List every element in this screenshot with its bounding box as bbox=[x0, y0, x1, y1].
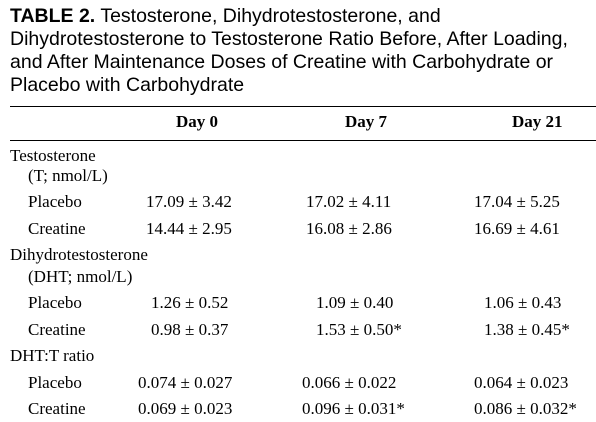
table-cell: 0.064 ± 0.023 bbox=[474, 373, 569, 392]
table-cell: 0.096 ± 0.031* bbox=[302, 399, 405, 418]
row-label-placebo: Placebo bbox=[28, 293, 82, 312]
table-cell: 0.074 ± 0.027 bbox=[138, 373, 233, 392]
table-cell: 17.04 ± 5.25 bbox=[474, 192, 560, 211]
table-cell: 16.08 ± 2.86 bbox=[306, 219, 392, 238]
column-header-day-21: Day 21 bbox=[512, 112, 563, 131]
column-header-day-7: Day 7 bbox=[345, 112, 388, 131]
table-top-rule bbox=[10, 106, 596, 107]
table-cell: 1.53 ± 0.50* bbox=[316, 320, 402, 339]
section-units-testosterone: (T; nmol/L) bbox=[28, 166, 108, 185]
table-cell: 14.44 ± 2.95 bbox=[146, 219, 232, 238]
table-caption: TABLE 2. Testosterone, Dihydrotestostero… bbox=[10, 5, 590, 97]
table-cell: 1.26 ± 0.52 bbox=[151, 293, 229, 312]
row-label-placebo: Placebo bbox=[28, 192, 82, 211]
table-cell: 16.69 ± 4.61 bbox=[474, 219, 560, 238]
column-header-day-0: Day 0 bbox=[176, 112, 219, 131]
table-cell: 0.086 ± 0.032* bbox=[474, 399, 577, 418]
table-cell: 1.38 ± 0.45* bbox=[484, 320, 570, 339]
table-cell: 0.98 ± 0.37 bbox=[151, 320, 229, 339]
table-cell: 0.066 ± 0.022 bbox=[302, 373, 397, 392]
table-title: Testosterone, Dihydrotestosterone, and D… bbox=[10, 5, 568, 96]
section-title-testosterone: Testosterone bbox=[10, 146, 96, 165]
row-label-creatine: Creatine bbox=[28, 219, 86, 238]
table-header-rule bbox=[10, 140, 596, 141]
table-cell: 1.09 ± 0.40 bbox=[316, 293, 394, 312]
section-title-dht-t-ratio: DHT:T ratio bbox=[10, 346, 95, 365]
section-units-dht: (DHT; nmol/L) bbox=[28, 267, 133, 286]
table-label: TABLE 2. bbox=[10, 5, 96, 27]
row-label-creatine: Creatine bbox=[28, 320, 86, 339]
section-title-dht: Dihydrotestosterone bbox=[10, 245, 148, 264]
table-cell: 17.09 ± 3.42 bbox=[146, 192, 232, 211]
table-cell: 17.02 ± 4.11 bbox=[306, 192, 392, 211]
row-label-placebo: Placebo bbox=[28, 373, 82, 392]
row-label-creatine: Creatine bbox=[28, 399, 86, 418]
table-cell: 1.06 ± 0.43 bbox=[484, 293, 562, 312]
table-cell: 0.069 ± 0.023 bbox=[138, 399, 233, 418]
